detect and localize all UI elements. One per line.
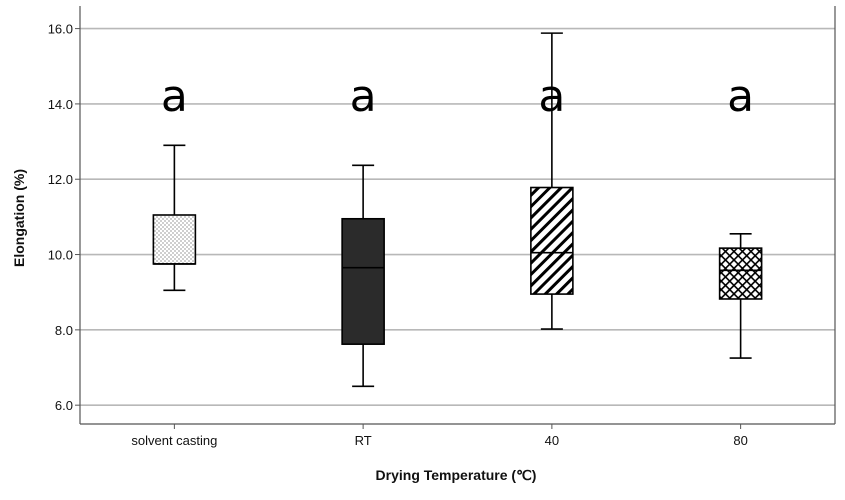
box-1 <box>341 164 385 388</box>
x-tick-label-0: solvent casting <box>131 433 217 448</box>
y-tick-label-0: 6.0 <box>55 398 73 413</box>
y-tick-label-2: 10.0 <box>48 248 73 263</box>
box-3 <box>718 233 763 359</box>
x-axis-ticks: solvent casting RT 40 80 <box>131 424 748 448</box>
iqr-box-3 <box>718 247 763 300</box>
plot-frame <box>79 6 836 425</box>
y-tick-label-4: 14.0 <box>48 97 73 112</box>
grid-lines <box>80 27 835 406</box>
box-2 <box>530 32 574 330</box>
y-tick-label-5: 16.0 <box>48 22 73 37</box>
iqr-box-2 <box>530 186 574 295</box>
y-axis-ticks: 6.0 8.0 10.0 12.0 14.0 16.0 <box>48 22 80 413</box>
y-axis-title: Elongation (%) <box>11 169 27 267</box>
significance-letter-3: a <box>727 71 754 122</box>
significance-letter-1: a <box>350 71 377 122</box>
box-0 <box>152 144 197 292</box>
x-axis-title: Drying Temperature (℃) <box>376 467 537 483</box>
x-tick-label-2: 40 <box>545 433 559 448</box>
iqr-box-1 <box>341 217 385 345</box>
y-tick-label-3: 12.0 <box>48 172 73 187</box>
boxes <box>152 32 763 388</box>
x-tick-label-1: RT <box>355 433 372 448</box>
significance-letter-0: a <box>161 71 188 122</box>
x-tick-label-3: 80 <box>733 433 747 448</box>
y-tick-label-1: 8.0 <box>55 323 73 338</box>
iqr-box-0 <box>152 214 197 265</box>
significance-letter-2: a <box>538 71 565 122</box>
